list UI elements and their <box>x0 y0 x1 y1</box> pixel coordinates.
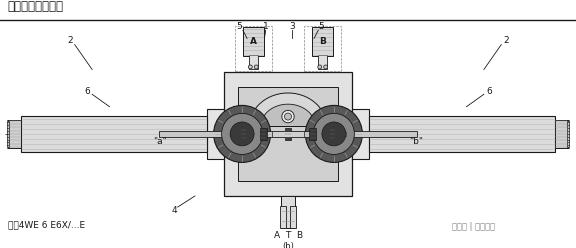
Bar <box>369 116 555 152</box>
Text: T: T <box>285 231 291 240</box>
Bar <box>230 132 240 136</box>
Text: 2: 2 <box>67 36 73 45</box>
Text: B: B <box>296 231 302 240</box>
Bar <box>285 128 291 140</box>
Text: 4: 4 <box>171 206 177 215</box>
Bar <box>329 128 336 140</box>
Text: 功能说明，剖视图: 功能说明，剖视图 <box>7 0 64 13</box>
Circle shape <box>285 113 291 120</box>
Bar <box>242 27 264 56</box>
Bar <box>234 26 272 71</box>
Bar <box>159 131 417 137</box>
Bar <box>249 55 257 69</box>
Circle shape <box>322 122 346 146</box>
Text: 3: 3 <box>289 22 294 31</box>
Bar <box>238 87 338 181</box>
Text: (b): (b) <box>282 242 294 248</box>
Circle shape <box>313 113 354 155</box>
Text: 6: 6 <box>84 87 90 96</box>
Text: 6: 6 <box>486 87 492 96</box>
Bar <box>280 206 286 228</box>
Circle shape <box>324 65 328 69</box>
Text: A: A <box>250 37 257 46</box>
Circle shape <box>318 65 322 69</box>
Bar <box>319 55 327 69</box>
Polygon shape <box>261 104 315 126</box>
Circle shape <box>305 105 362 162</box>
Text: B: B <box>319 37 326 46</box>
Text: A: A <box>274 231 280 240</box>
Text: 5: 5 <box>319 22 324 31</box>
Bar <box>336 132 346 136</box>
Bar <box>281 196 295 228</box>
Bar <box>272 131 304 137</box>
Bar <box>309 128 316 140</box>
Text: "a": "a" <box>153 137 167 146</box>
Circle shape <box>214 105 271 162</box>
Bar <box>260 128 267 140</box>
Bar <box>240 128 247 140</box>
Bar <box>353 109 369 159</box>
Circle shape <box>282 110 294 123</box>
Bar <box>207 109 223 159</box>
Bar <box>290 206 296 228</box>
Text: 2: 2 <box>503 36 509 45</box>
Bar <box>21 116 207 152</box>
Circle shape <box>222 113 263 155</box>
Bar <box>555 120 569 148</box>
Polygon shape <box>249 93 327 126</box>
Bar <box>6 121 9 147</box>
Text: 网易号 | 机电天下: 网易号 | 机电天下 <box>452 222 495 231</box>
Bar <box>7 120 21 148</box>
Bar <box>223 72 353 196</box>
Bar <box>567 121 570 147</box>
Text: 型号4WE 6 E6X/...E: 型号4WE 6 E6X/...E <box>7 220 85 229</box>
Text: "b": "b" <box>409 137 423 146</box>
Bar <box>304 26 342 71</box>
Circle shape <box>230 122 254 146</box>
Circle shape <box>248 65 252 69</box>
Circle shape <box>254 65 258 69</box>
Text: 5: 5 <box>237 22 242 31</box>
Text: 1: 1 <box>263 22 268 31</box>
Bar <box>312 27 334 56</box>
